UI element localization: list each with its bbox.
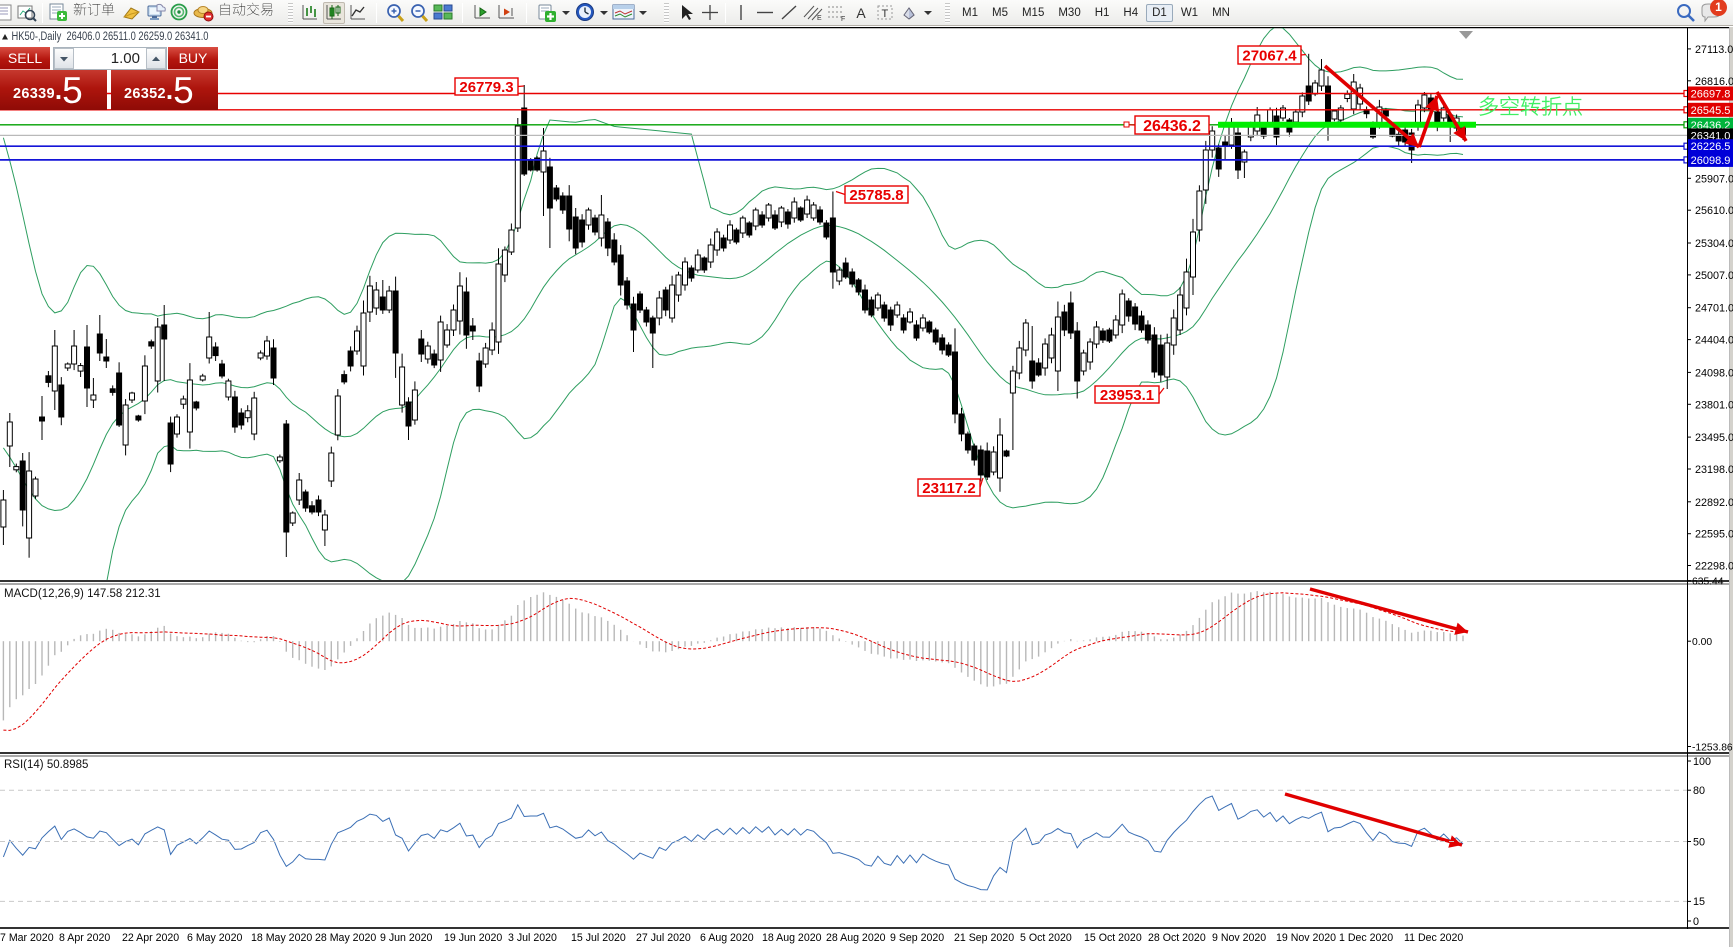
svg-text:0.00: 0.00	[1692, 637, 1712, 648]
svg-text:RSI(14) 50.8985: RSI(14) 50.8985	[4, 759, 88, 771]
svg-text:27113.0: 27113.0	[1695, 44, 1733, 56]
svg-text:22298.0: 22298.0	[1695, 561, 1733, 573]
svg-text:18 Aug 2020: 18 Aug 2020	[762, 932, 822, 944]
svg-text:9 Nov 2020: 9 Nov 2020	[1212, 932, 1266, 944]
svg-text:26545.5: 26545.5	[1691, 105, 1731, 117]
svg-text:0: 0	[1693, 916, 1699, 928]
svg-text:7 Mar 2020: 7 Mar 2020	[0, 932, 54, 944]
svg-text:23953.1: 23953.1	[1100, 387, 1154, 404]
svg-text:15 Oct 2020: 15 Oct 2020	[1084, 932, 1142, 944]
svg-text:18 May 2020: 18 May 2020	[251, 932, 312, 944]
svg-text:MACD(12,26,9) 147.58 212.31: MACD(12,26,9) 147.58 212.31	[4, 588, 161, 600]
svg-text:HK50-,Daily 26406.0 26511.0 2: HK50-,Daily 26406.0 26511.0 26259.0 2634…	[12, 31, 209, 43]
svg-text:28 Aug 2020: 28 Aug 2020	[826, 932, 886, 944]
svg-text:25304.0: 25304.0	[1695, 238, 1733, 250]
svg-text:23117.2: 23117.2	[922, 480, 975, 497]
svg-text:F: F	[841, 16, 845, 22]
svg-text:80: 80	[1693, 785, 1705, 797]
svg-text:26098.9: 26098.9	[1691, 155, 1731, 167]
svg-text:9 Sep 2020: 9 Sep 2020	[890, 932, 944, 944]
svg-text:E: E	[817, 15, 822, 22]
svg-text:15: 15	[1693, 896, 1705, 908]
svg-text:25785.8: 25785.8	[849, 187, 903, 204]
svg-text:28 Oct 2020: 28 Oct 2020	[1148, 932, 1206, 944]
svg-text:23495.0: 23495.0	[1695, 432, 1733, 444]
svg-text:25007.0: 25007.0	[1695, 270, 1733, 282]
svg-text:5 Oct 2020: 5 Oct 2020	[1020, 932, 1072, 944]
svg-text:25907.0: 25907.0	[1695, 173, 1733, 185]
svg-text:19 Nov 2020: 19 Nov 2020	[1276, 932, 1336, 944]
svg-text:-1253.86: -1253.86	[1692, 742, 1733, 753]
svg-text:26697.8: 26697.8	[1691, 89, 1731, 101]
svg-text:26226.5: 26226.5	[1691, 141, 1731, 153]
svg-text:50: 50	[1693, 836, 1705, 848]
svg-text:6 May 2020: 6 May 2020	[187, 932, 242, 944]
svg-text:26436.2: 26436.2	[1143, 118, 1201, 135]
svg-text:1 Dec 2020: 1 Dec 2020	[1339, 932, 1393, 944]
svg-text:26779.3: 26779.3	[459, 79, 513, 96]
svg-text:24404.0: 24404.0	[1695, 335, 1733, 347]
svg-text:23198.0: 23198.0	[1695, 464, 1733, 476]
svg-text:27 Jul 2020: 27 Jul 2020	[636, 932, 691, 944]
svg-text:11 Dec 2020: 11 Dec 2020	[1404, 932, 1463, 944]
svg-text:15 Jul 2020: 15 Jul 2020	[571, 932, 626, 944]
svg-text:9 Jun 2020: 9 Jun 2020	[380, 932, 433, 944]
svg-text:22 Apr 2020: 22 Apr 2020	[122, 932, 179, 944]
svg-text:T: T	[882, 8, 889, 20]
svg-text:23801.0: 23801.0	[1695, 399, 1733, 411]
svg-text:21 Sep 2020: 21 Sep 2020	[954, 932, 1014, 944]
svg-text:26816.0: 26816.0	[1695, 76, 1733, 88]
svg-text:635.44: 635.44	[1692, 577, 1724, 588]
svg-text:27067.4: 27067.4	[1242, 47, 1297, 64]
svg-text:24098.0: 24098.0	[1695, 367, 1733, 379]
svg-text:22892.0: 22892.0	[1695, 497, 1733, 509]
svg-text:24701.0: 24701.0	[1695, 303, 1733, 315]
svg-text:100: 100	[1693, 756, 1711, 768]
svg-text:6 Aug 2020: 6 Aug 2020	[700, 932, 754, 944]
svg-text:25610.0: 25610.0	[1695, 205, 1733, 217]
svg-text:22595.0: 22595.0	[1695, 529, 1733, 541]
svg-text:28 May 2020: 28 May 2020	[315, 932, 376, 944]
svg-text:3 Jul 2020: 3 Jul 2020	[508, 932, 557, 944]
svg-text:19 Jun 2020: 19 Jun 2020	[444, 932, 502, 944]
svg-text:8 Apr 2020: 8 Apr 2020	[59, 932, 110, 944]
